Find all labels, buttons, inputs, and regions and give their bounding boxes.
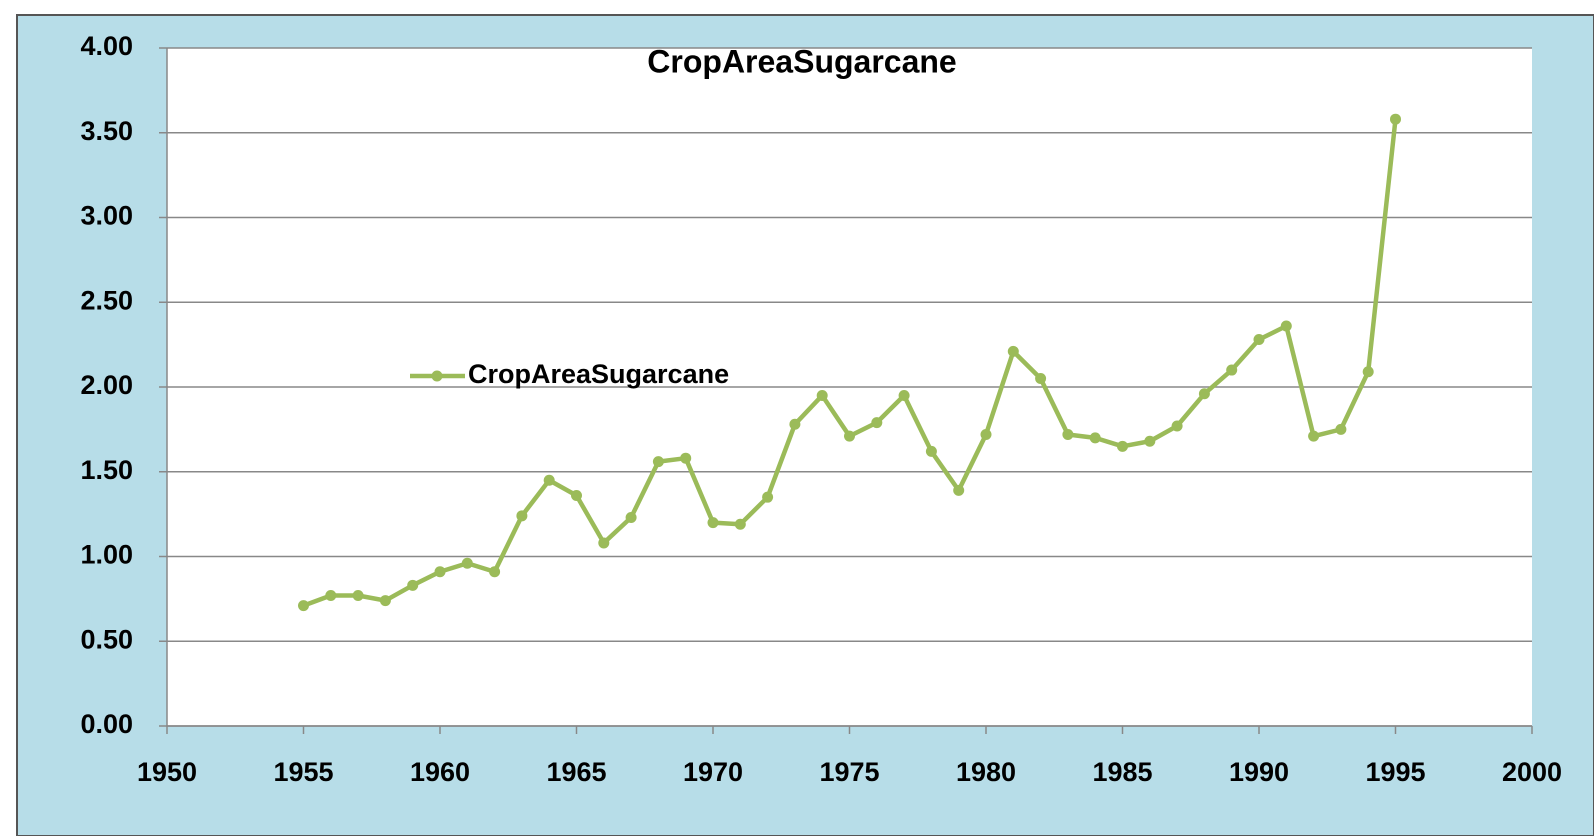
data-point — [1035, 373, 1047, 385]
x-tick-label: 1975 — [819, 757, 879, 787]
data-point — [598, 537, 610, 549]
data-point — [844, 430, 855, 442]
data-point — [1253, 334, 1265, 346]
data-point — [352, 589, 364, 601]
data-point — [953, 484, 965, 496]
data-point — [1226, 364, 1238, 376]
y-tick-label: 0.50 — [80, 624, 133, 654]
x-tick-label: 1985 — [1092, 757, 1152, 787]
y-tick-label: 1.50 — [80, 455, 133, 485]
data-point — [1062, 428, 1074, 440]
data-point — [543, 474, 555, 486]
data-point — [298, 600, 309, 612]
data-point — [1362, 366, 1374, 378]
data-point — [980, 428, 992, 440]
data-point — [407, 579, 419, 591]
data-point — [1198, 388, 1210, 400]
data-point — [734, 518, 746, 530]
x-tick-label: 1980 — [956, 757, 1016, 787]
data-point — [516, 510, 528, 522]
legend-label: CropAreaSugarcane — [468, 359, 729, 389]
y-tick-label: 3.00 — [80, 201, 133, 231]
x-tick-label: 1955 — [273, 757, 333, 787]
data-point — [789, 418, 801, 430]
x-tick-label: 2000 — [1502, 757, 1562, 787]
data-point — [762, 491, 774, 503]
y-tick-label: 1.00 — [80, 540, 133, 570]
legend-marker — [431, 370, 443, 382]
data-point — [1117, 440, 1128, 452]
data-point — [1308, 430, 1320, 442]
data-point — [1144, 435, 1156, 447]
y-tick-label: 0.00 — [80, 709, 133, 739]
x-tick-label: 1995 — [1365, 757, 1425, 787]
data-point — [652, 456, 664, 468]
data-point — [871, 417, 883, 429]
data-point — [1390, 113, 1401, 125]
data-point — [1335, 423, 1347, 435]
data-point — [898, 389, 910, 401]
y-tick-label: 4.00 — [80, 31, 133, 61]
data-point — [1280, 320, 1292, 332]
data-point — [1171, 420, 1183, 432]
data-point — [461, 557, 473, 569]
chart-title: CropAreaSugarcane — [647, 43, 956, 79]
data-point — [680, 452, 692, 464]
x-tick-label: 1950 — [137, 757, 197, 787]
y-tick-label: 2.50 — [80, 285, 133, 315]
data-point — [816, 389, 828, 401]
data-point — [625, 512, 637, 524]
data-point — [489, 566, 501, 578]
data-point — [925, 445, 937, 457]
data-point — [325, 589, 337, 601]
x-tick-label: 1960 — [410, 757, 470, 787]
data-point — [571, 489, 582, 501]
y-tick-label: 3.50 — [80, 116, 133, 146]
y-tick-label: 2.00 — [80, 370, 133, 400]
data-point — [379, 595, 391, 607]
x-tick-label: 1970 — [683, 757, 743, 787]
x-tick-label: 1965 — [546, 757, 606, 787]
data-point — [707, 517, 719, 529]
data-point — [1089, 432, 1101, 444]
x-tick-label: 1990 — [1229, 757, 1289, 787]
data-point — [1007, 345, 1019, 357]
data-point — [434, 566, 446, 578]
